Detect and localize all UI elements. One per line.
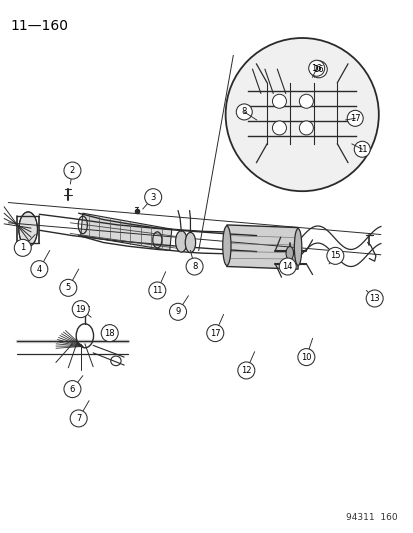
Text: 16: 16 <box>311 64 321 72</box>
Circle shape <box>70 410 87 427</box>
Text: 5: 5 <box>66 284 71 292</box>
Text: 11: 11 <box>356 145 367 154</box>
Text: 7: 7 <box>76 414 81 423</box>
Ellipse shape <box>175 231 187 252</box>
Circle shape <box>272 121 286 135</box>
Text: 15: 15 <box>329 252 340 260</box>
Circle shape <box>206 325 223 342</box>
Ellipse shape <box>294 229 301 265</box>
Ellipse shape <box>19 212 37 247</box>
Circle shape <box>354 141 369 157</box>
Circle shape <box>64 381 81 398</box>
Text: 8: 8 <box>241 108 246 116</box>
Circle shape <box>64 162 81 179</box>
Text: 9: 9 <box>175 308 180 316</box>
Text: 17: 17 <box>209 329 220 337</box>
Text: 12: 12 <box>240 366 251 375</box>
Circle shape <box>326 247 343 264</box>
Text: 94311  160: 94311 160 <box>345 513 396 522</box>
Text: 1: 1 <box>20 244 25 252</box>
Circle shape <box>185 258 203 275</box>
Ellipse shape <box>222 226 230 265</box>
Circle shape <box>297 349 314 366</box>
Text: 8: 8 <box>192 262 197 271</box>
Circle shape <box>278 258 296 275</box>
Polygon shape <box>226 225 297 269</box>
Circle shape <box>347 110 362 126</box>
Circle shape <box>31 261 48 278</box>
Text: 16: 16 <box>313 65 323 74</box>
Ellipse shape <box>285 246 293 260</box>
Circle shape <box>169 303 186 320</box>
Text: 3: 3 <box>150 193 155 201</box>
Polygon shape <box>81 213 171 251</box>
Circle shape <box>237 362 254 379</box>
Text: 4: 4 <box>37 265 42 273</box>
Text: 17: 17 <box>349 114 360 123</box>
Circle shape <box>299 94 313 108</box>
Text: 11: 11 <box>152 286 162 295</box>
Text: 18: 18 <box>104 329 115 337</box>
Text: 13: 13 <box>368 294 379 303</box>
Text: 10: 10 <box>300 353 311 361</box>
Circle shape <box>308 60 324 76</box>
Text: 6: 6 <box>70 385 75 393</box>
Circle shape <box>299 121 313 135</box>
Text: 14: 14 <box>282 262 292 271</box>
Circle shape <box>72 301 89 318</box>
Circle shape <box>101 325 118 342</box>
Circle shape <box>148 282 166 299</box>
Circle shape <box>144 189 161 206</box>
Text: 11—160: 11—160 <box>10 19 68 33</box>
Text: 19: 19 <box>75 305 86 313</box>
Circle shape <box>59 279 77 296</box>
Circle shape <box>14 239 31 256</box>
Ellipse shape <box>185 232 195 253</box>
Circle shape <box>365 290 382 307</box>
Circle shape <box>309 61 327 78</box>
Text: 2: 2 <box>70 166 75 175</box>
Circle shape <box>272 94 286 108</box>
Circle shape <box>225 38 378 191</box>
Circle shape <box>236 104 252 120</box>
